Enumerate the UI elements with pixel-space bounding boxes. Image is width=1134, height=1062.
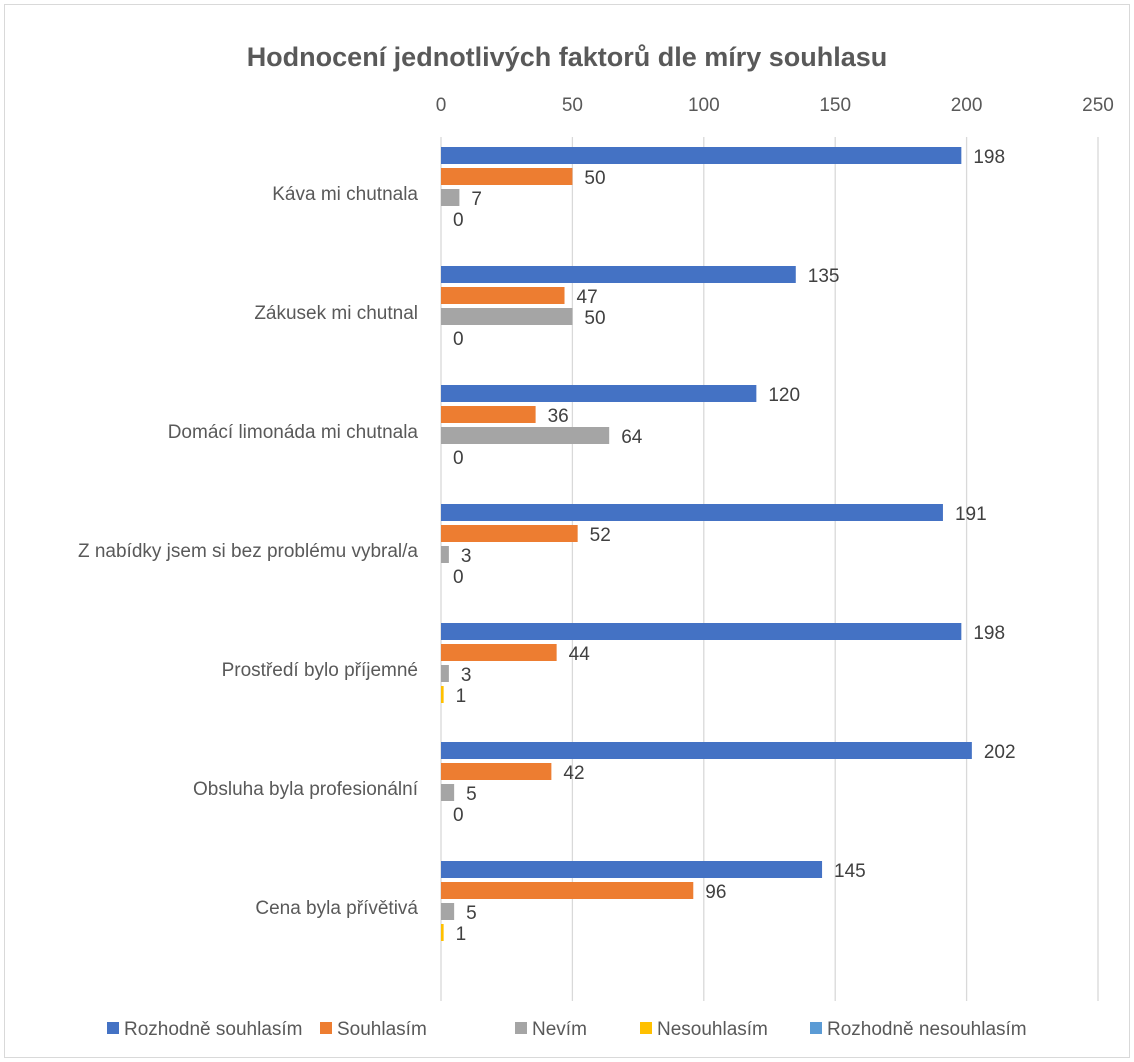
legend-entry: Nevím [532,1019,587,1040]
bar [441,189,460,206]
bar [441,546,449,563]
data-label: 135 [808,266,840,287]
bar [441,504,943,521]
category-label: Cena byla přívětivá [255,898,418,919]
bars: 1985070135475001203664019152301984431202… [441,147,1016,945]
category-label: Z nabídky jsem si bez problému vybral/a [78,541,418,562]
data-label: 120 [768,385,800,406]
bar [441,147,962,164]
data-label: 198 [973,147,1005,168]
bar [441,406,536,423]
data-label: 52 [590,525,611,546]
data-label: 50 [584,168,605,189]
category-label: Káva mi chutnala [272,184,418,205]
x-tick-label: 0 [436,95,447,116]
bar [441,924,444,941]
data-label: 191 [955,504,987,525]
category-label: Obsluha byla profesionální [193,779,419,800]
x-axis-ticks: 0 50 100 150 200 250 [436,95,1114,116]
bar [441,784,455,801]
x-tick-label: 100 [688,95,720,116]
data-label: 202 [984,742,1016,763]
legend-swatch [640,1022,652,1034]
legend-swatch [515,1022,527,1034]
data-label: 0 [453,448,464,469]
bar [441,623,962,640]
bar [441,287,565,304]
bar [441,742,972,759]
bar [441,525,578,542]
data-label: 50 [584,308,605,329]
data-label: 7 [471,189,482,210]
data-label: 44 [569,644,591,665]
data-label: 3 [461,665,472,686]
legend-swatch [320,1022,332,1034]
legend-swatch [810,1022,822,1034]
x-tick-label: 200 [951,95,983,116]
x-tick-label: 50 [562,95,583,116]
legend-entry: Rozhodně souhlasím [124,1019,303,1040]
bar [441,168,573,185]
data-label: 5 [466,784,477,805]
bar [441,266,796,283]
bar [441,385,757,402]
category-label: Prostředí bylo příjemné [222,660,418,681]
bar [441,665,449,682]
bar [441,308,573,325]
category-label: Domácí limonáda mi chutnala [168,422,419,443]
legend-entry: Rozhodně nesouhlasím [827,1019,1027,1040]
legend: Rozhodně souhlasím Souhlasím Nevím Nesouhla… [107,1019,1027,1040]
bar [441,686,444,703]
category-label: Zákusek mi chutnal [254,303,418,324]
data-label: 0 [453,567,464,588]
bar [441,644,557,661]
bar [441,861,823,878]
bar [441,427,610,444]
data-label: 1 [456,686,467,707]
legend-swatch [107,1022,119,1034]
data-label: 0 [453,329,464,350]
bar [441,882,694,899]
legend-entry: Souhlasím [337,1019,427,1040]
data-label: 3 [461,546,472,567]
legend-entry: Nesouhlasím [657,1019,768,1040]
data-label: 0 [453,210,464,231]
category-labels: Káva mi chutnala Zákusek mi chutnal Domácí… [78,184,419,919]
data-label: 5 [466,903,477,924]
data-label: 1 [456,924,467,945]
x-tick-label: 150 [819,95,851,116]
data-label: 145 [834,861,866,882]
data-label: 36 [548,406,569,427]
bar [441,903,455,920]
data-label: 96 [705,882,726,903]
data-label: 198 [973,623,1005,644]
chart-title: Hodnocení jednotlivých faktorů dle míry … [247,42,888,72]
data-label: 0 [453,805,464,826]
data-label: 42 [563,763,584,784]
data-label: 47 [577,287,598,308]
data-label: 64 [621,427,643,448]
bar [441,763,552,780]
x-tick-label: 250 [1082,95,1114,116]
